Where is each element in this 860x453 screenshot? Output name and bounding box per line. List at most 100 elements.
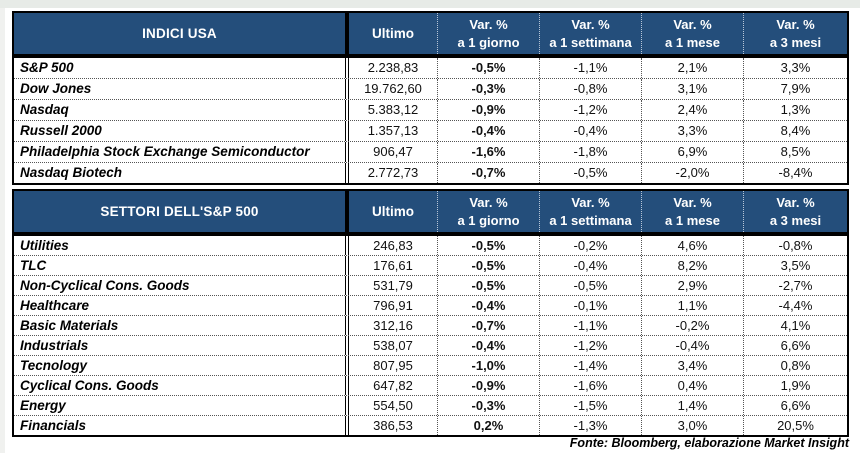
var-1week-value: -0,1%	[539, 296, 641, 315]
col-header-var-3month: Var. % a 3 mesi	[743, 191, 847, 232]
table-row: Utilities 246,83 -0,5% -0,2% 4,6% -0,8%	[14, 236, 847, 256]
indices-table-body: S&P 500 2.238,83 -0,5% -1,1% 2,1% 3,3% Dow Jon…	[12, 56, 849, 185]
var-1day-value: -0,5%	[437, 58, 539, 78]
row-label: TLC	[20, 258, 47, 273]
var-1month-value: -0,4%	[641, 336, 743, 355]
row-label: Cyclical Cons. Goods	[20, 378, 159, 393]
ultimo-value: 386,53	[345, 416, 437, 435]
var-1week-value: -0,5%	[539, 163, 641, 183]
section-title-settori: SETTORI DELL'S&P 500	[100, 204, 259, 219]
sectors-section-header: SETTORI DELL'S&P 500 Ultimo Var. % a 1 g…	[12, 189, 849, 234]
var-1month-value: 3,1%	[641, 79, 743, 99]
page-left-strip	[0, 8, 5, 453]
var-3month-value: 7,9%	[743, 79, 847, 99]
var-1day-value: -0,7%	[437, 163, 539, 183]
col-header-var-1week: Var. % a 1 settimana	[539, 191, 641, 232]
row-label: Nasdaq Biotech	[20, 165, 123, 180]
var-label: Var. %	[469, 195, 508, 210]
row-label: Non-Cyclical Cons. Goods	[20, 278, 190, 293]
var-1month-value: 6,9%	[641, 142, 743, 162]
var-1month-value: 1,1%	[641, 296, 743, 315]
var-1week-value: -1,5%	[539, 396, 641, 415]
var-period: a 1 mese	[665, 213, 720, 228]
col-header-var-3month: Var. % a 3 mesi	[743, 13, 847, 54]
var-period: a 1 settimana	[549, 35, 632, 50]
var-3month-value: 6,6%	[743, 336, 847, 355]
table-row: Basic Materials 312,16 -0,7% -1,1% -0,2% 4,1%	[14, 316, 847, 336]
row-label: Dow Jones	[20, 81, 92, 96]
var-1day-value: -0,3%	[437, 79, 539, 99]
var-3month-value: 0,8%	[743, 356, 847, 375]
row-label: Russell 2000	[20, 123, 102, 138]
table-row: Healthcare 796,91 -0,4% -0,1% 1,1% -4,4%	[14, 296, 847, 316]
table-row: S&P 500 2.238,83 -0,5% -1,1% 2,1% 3,3%	[14, 58, 847, 79]
ultimo-value: 246,83	[345, 236, 437, 255]
var-label: Var. %	[673, 17, 712, 32]
table-row: Energy 554,50 -0,3% -1,5% 1,4% 6,6%	[14, 396, 847, 416]
var-3month-value: 4,1%	[743, 316, 847, 335]
var-3month-value: -2,7%	[743, 276, 847, 295]
ultimo-value: 19.762,60	[345, 79, 437, 99]
var-3month-value: -0,8%	[743, 236, 847, 255]
var-1day-value: -0,4%	[437, 296, 539, 315]
table-row: Russell 2000 1.357,13 -0,4% -0,4% 3,3% 8,4%	[14, 121, 847, 142]
var-1month-value: 2,4%	[641, 100, 743, 120]
ultimo-value: 807,95	[345, 356, 437, 375]
ultimo-value: 2.238,83	[345, 58, 437, 78]
section-title-indici-usa: INDICI USA	[142, 26, 217, 41]
var-label: Var. %	[673, 195, 712, 210]
row-label: Utilities	[20, 238, 69, 253]
row-label: Industrials	[20, 338, 89, 353]
row-label: S&P 500	[20, 60, 74, 75]
var-1day-value: -0,5%	[437, 256, 539, 275]
ultimo-value: 906,47	[345, 142, 437, 162]
var-3month-value: 6,6%	[743, 396, 847, 415]
ultimo-value: 176,61	[345, 256, 437, 275]
table-row: TLC 176,61 -0,5% -0,4% 8,2% 3,5%	[14, 256, 847, 276]
row-label: Nasdaq	[20, 102, 69, 117]
sectors-table-body: Utilities 246,83 -0,5% -0,2% 4,6% -0,8% TLC 176…	[12, 234, 849, 437]
var-1week-value: -1,6%	[539, 376, 641, 395]
row-label: Philadelphia Stock Exchange Semiconducto…	[20, 144, 310, 159]
var-period: a 1 mese	[665, 35, 720, 50]
ultimo-value: 5.383,12	[345, 100, 437, 120]
financial-tables: INDICI USA Ultimo Var. % a 1 giorno Var.…	[12, 11, 849, 437]
var-1week-value: -1,3%	[539, 416, 641, 435]
indices-section-header: INDICI USA Ultimo Var. % a 1 giorno Var.…	[12, 11, 849, 56]
var-1day-value: -0,4%	[437, 336, 539, 355]
row-label: Basic Materials	[20, 318, 119, 333]
var-period: a 1 giorno	[457, 35, 520, 50]
var-1day-value: -0,9%	[437, 376, 539, 395]
var-1week-value: -1,4%	[539, 356, 641, 375]
var-label: Var. %	[571, 17, 610, 32]
table-row: Dow Jones 19.762,60 -0,3% -0,8% 3,1% 7,9%	[14, 79, 847, 100]
ultimo-value: 538,07	[345, 336, 437, 355]
var-1month-value: 4,6%	[641, 236, 743, 255]
var-1month-value: 0,4%	[641, 376, 743, 395]
var-1week-value: -1,8%	[539, 142, 641, 162]
var-3month-value: 8,5%	[743, 142, 847, 162]
var-1day-value: 0,2%	[437, 416, 539, 435]
source-note: Fonte: Bloomberg, elaborazione Market In…	[569, 436, 849, 450]
var-1day-value: -0,4%	[437, 121, 539, 141]
table-row: Industrials 538,07 -0,4% -1,2% -0,4% 6,6%	[14, 336, 847, 356]
var-1week-value: -1,2%	[539, 336, 641, 355]
col-header-ultimo: Ultimo	[345, 191, 437, 232]
row-label: Financials	[20, 418, 87, 433]
var-1month-value: 1,4%	[641, 396, 743, 415]
ultimo-value: 554,50	[345, 396, 437, 415]
var-1month-value: 3,0%	[641, 416, 743, 435]
var-label: Var. %	[571, 195, 610, 210]
var-period: a 3 mesi	[769, 213, 822, 228]
var-period: a 1 giorno	[457, 213, 520, 228]
var-1day-value: -0,7%	[437, 316, 539, 335]
var-label: Var. %	[776, 195, 815, 210]
var-1month-value: 3,4%	[641, 356, 743, 375]
ultimo-value: 531,79	[345, 276, 437, 295]
col-header-ultimo: Ultimo	[345, 13, 437, 54]
col-header-var-1week: Var. % a 1 settimana	[539, 13, 641, 54]
var-1day-value: -0,5%	[437, 276, 539, 295]
table-row: Non-Cyclical Cons. Goods 531,79 -0,5% -0,5%…	[14, 276, 847, 296]
page-top-strip	[0, 0, 860, 8]
